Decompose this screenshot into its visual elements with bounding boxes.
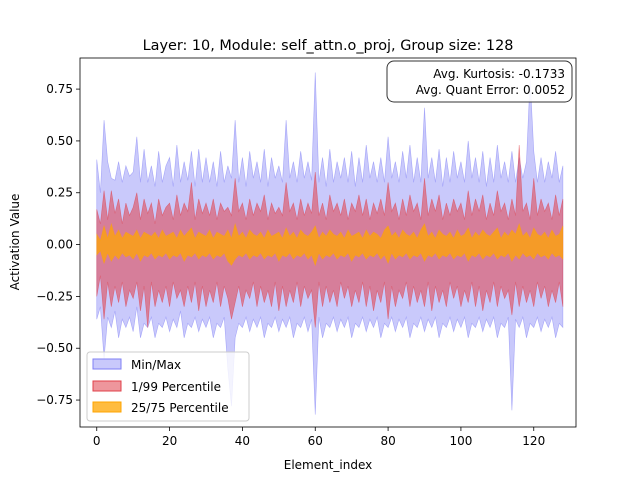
- x-tick-label: 60: [308, 434, 323, 448]
- x-tick-label: 40: [235, 434, 250, 448]
- y-tick-label: 0.50: [46, 134, 73, 148]
- plot-area: [79, 57, 577, 428]
- legend-label-p25-75: 25/75 Percentile: [131, 401, 229, 415]
- x-tick-label: 100: [449, 434, 472, 448]
- legend-swatch-minmax: [92, 358, 122, 370]
- y-axis-ticks: −0.75 −0.50 −0.25 0.00 0.25 0.50 0.75: [36, 82, 80, 407]
- legend-label-p1-99: 1/99 Percentile: [131, 380, 221, 394]
- x-axis-label: Element_index: [284, 458, 373, 472]
- annotation-quant-error: Avg. Quant Error: 0.0052: [416, 83, 565, 97]
- x-tick-label: 20: [162, 434, 177, 448]
- metrics-annotation-box: Avg. Kurtosis: -0.1733 Avg. Quant Error:…: [386, 60, 573, 103]
- legend-label-minmax: Min/Max: [131, 358, 181, 372]
- legend-frame: [86, 351, 250, 422]
- x-tick-label: 120: [522, 434, 545, 448]
- legend: Min/Max 1/99 Percentile 25/75 Percentile: [86, 351, 250, 422]
- plot-frame: [79, 57, 577, 428]
- legend-swatch-p25-75: [92, 401, 122, 413]
- y-tick-label: 0.00: [46, 238, 73, 252]
- x-axis-ticks: 0 20 40 60 80 100 120: [93, 427, 545, 448]
- y-tick-label: −0.75: [36, 393, 73, 407]
- y-tick-label: 0.75: [46, 82, 73, 96]
- x-tick-label: 0: [93, 434, 101, 448]
- x-tick-label: 80: [380, 434, 395, 448]
- chart-title: Layer: 10, Module: self_attn.o_proj, Gro…: [143, 38, 514, 54]
- annotation-kurtosis: Avg. Kurtosis: -0.1733: [433, 67, 565, 81]
- y-axis-label: Activation Value: [8, 194, 22, 291]
- legend-swatch-p1-99: [92, 380, 122, 392]
- annotation-frame: [386, 60, 573, 103]
- y-tick-label: −0.25: [36, 289, 73, 303]
- y-tick-label: −0.50: [36, 341, 73, 355]
- percentile-25-75-band: [96, 222, 564, 267]
- y-tick-label: 0.25: [46, 186, 73, 200]
